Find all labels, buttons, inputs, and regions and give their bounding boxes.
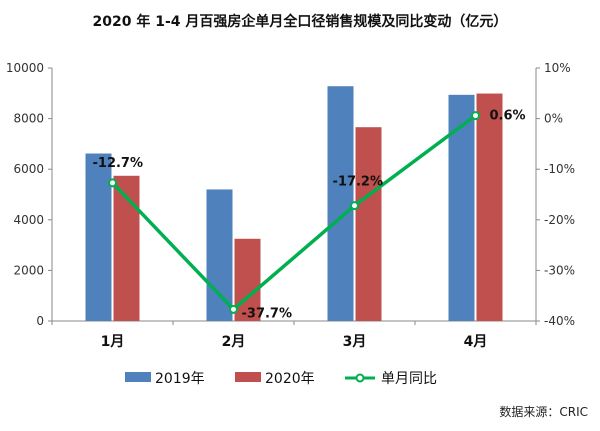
yoy-marker [350,201,359,211]
bar-2020年 [234,238,261,321]
left-tick-label: 4000 [13,213,44,227]
left-tick-label: 0 [36,314,44,328]
bar-2019年 [206,189,233,321]
left-tick-label: 6000 [13,162,44,176]
yoy-data-label: 0.6% [490,109,526,124]
yoy-marker [108,178,117,188]
left-tick-label: 10000 [6,61,44,75]
legend-label: 单月同比 [381,371,437,387]
yoy-marker [229,304,238,314]
x-tick-label: 3月 [343,334,367,350]
legend-label: 2020年 [265,371,315,387]
right-tick-label: -20% [544,213,575,227]
left-tick-label: 2000 [13,263,44,277]
legend-label: 2019年 [155,371,205,387]
legend-marker [355,373,365,383]
right-tick-label: 10% [544,61,571,75]
bar-2020年 [476,93,503,321]
right-tick-label: -30% [544,263,575,277]
yoy-marker [471,111,480,121]
left-tick-label: 8000 [13,112,44,126]
bar-2019年 [448,94,475,322]
yoy-data-label: -17.2% [333,175,384,190]
source-note: 数据来源：CRIC [499,404,588,419]
yoy-line [111,114,477,312]
yoy-data-label: -12.7% [93,156,144,171]
x-tick-label: 1月 [101,334,125,350]
x-tick-label: 4月 [464,334,488,350]
x-tick-label: 2月 [222,334,246,350]
right-tick-label: -10% [544,162,575,176]
right-tick-label: -40% [544,314,575,328]
bar-2019年 [327,86,354,321]
bar-2019年 [85,153,112,321]
legend-swatch [125,372,151,382]
chart-title: 2020 年 1-4 月百强房企单月全口径销售规模及同比变动（亿元） [93,13,508,30]
bar-2020年 [355,127,382,322]
legend-swatch [235,372,261,382]
yoy-data-label: -37.7% [242,306,293,321]
right-tick-label: 0% [544,112,563,126]
